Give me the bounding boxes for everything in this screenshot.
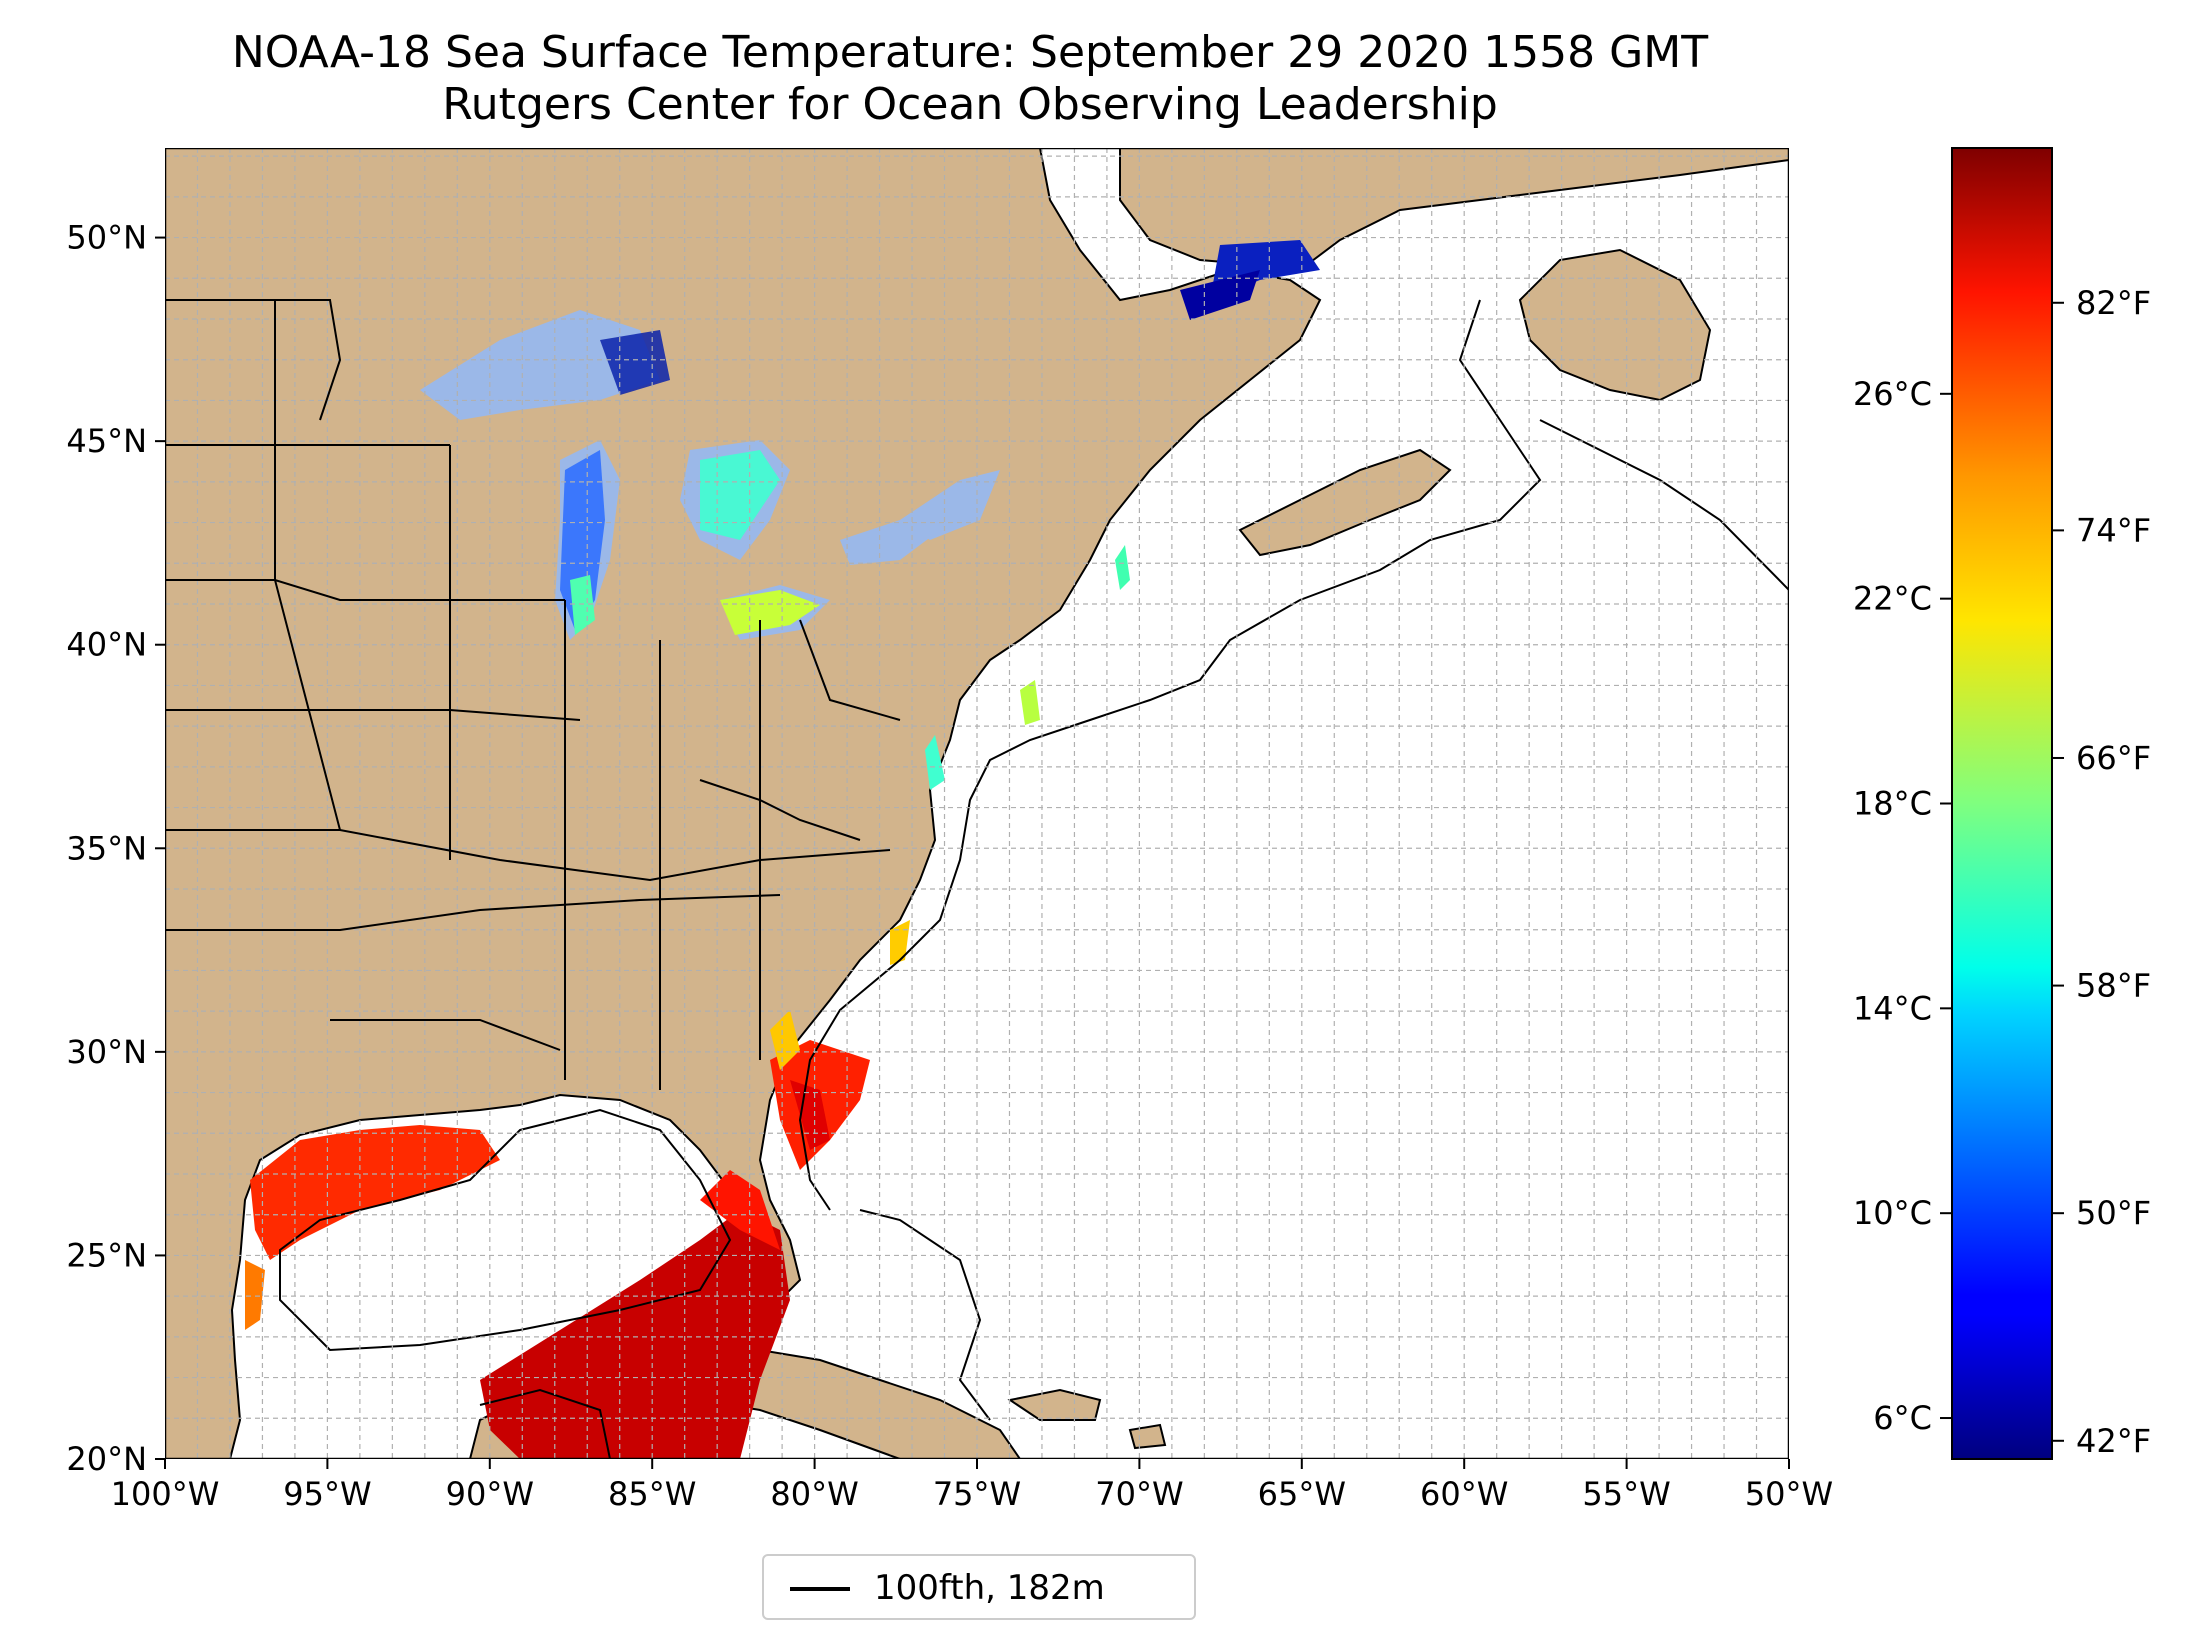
fahrenheit-tick-label: 66°F [2076, 739, 2151, 777]
lon-tick-label: 90°W [446, 1475, 534, 1513]
lat-tick-label: 45°N [66, 422, 147, 460]
lon-tick-label: 65°W [1258, 1475, 1346, 1513]
great-lakes-sst [560, 240, 1320, 635]
map-subtitle: Rutgers Center for Ocean Observing Leade… [442, 79, 1498, 130]
legend: 100fth, 182m [762, 1554, 1196, 1620]
celsius-tick-label: 26°C [1853, 375, 1932, 413]
lon-tick-label: 100°W [111, 1475, 220, 1513]
land-nova-scotia [1238, 448, 1452, 557]
map-title: NOAA-18 Sea Surface Temperature: Septemb… [231, 27, 1709, 78]
lon-tick-label: 75°W [933, 1475, 1021, 1513]
lon-tick-label: 80°W [770, 1475, 858, 1513]
lat-tick-label: 40°N [66, 626, 147, 664]
lon-tick-label: 50°W [1745, 1475, 1833, 1513]
lon-tick-label: 95°W [283, 1475, 371, 1513]
celsius-tick-label: 6°C [1873, 1399, 1932, 1437]
celsius-tick-label: 22°C [1853, 580, 1932, 618]
lat-tick-label: 30°N [66, 1033, 147, 1071]
celsius-tick-label: 10°C [1853, 1194, 1932, 1232]
land-newfoundland [1518, 248, 1712, 402]
colorbar [1951, 147, 2053, 1460]
fahrenheit-tick-label: 42°F [2076, 1422, 2151, 1460]
graticule [165, 148, 1789, 1459]
lon-axis: 100°W 95°W 90°W 85°W 80°W 75°W 70°W 65°W 60°W 55°… [111, 1459, 1833, 1513]
legend-line-swatch [790, 1587, 850, 1591]
celsius-tick-label: 14°C [1853, 989, 1932, 1027]
lat-tick-label: 20°N [66, 1440, 147, 1478]
lon-tick-label: 85°W [608, 1475, 696, 1513]
lon-tick-label: 55°W [1582, 1475, 1670, 1513]
fahrenheit-tick-label: 50°F [2076, 1194, 2151, 1232]
colorbar-fahrenheit-axis: 82°F 74°F 66°F 58°F 50°F 42°F [2052, 284, 2151, 1460]
lat-tick-label: 25°N [66, 1236, 147, 1274]
fahrenheit-tick-label: 74°F [2076, 511, 2151, 549]
legend-label: 100fth, 182m [874, 1568, 1105, 1608]
fahrenheit-tick-label: 82°F [2076, 284, 2151, 322]
celsius-tick-label: 18°C [1853, 785, 1932, 823]
lat-tick-label: 35°N [66, 829, 147, 867]
lon-tick-label: 60°W [1420, 1475, 1508, 1513]
caribbean-islands [1007, 1388, 1167, 1450]
state-borders [165, 299, 901, 1090]
lat-axis: 20°N 25°N 30°N 35°N 40°N 45°N 50°N [66, 219, 165, 1478]
lon-tick-label: 70°W [1095, 1475, 1183, 1513]
fahrenheit-tick-label: 58°F [2076, 967, 2151, 1005]
land-canada-east [1119, 148, 1789, 272]
lat-tick-label: 50°N [66, 219, 147, 257]
colorbar-celsius-axis: 26°C 22°C 18°C 14°C 10°C 6°C [1853, 375, 1952, 1437]
